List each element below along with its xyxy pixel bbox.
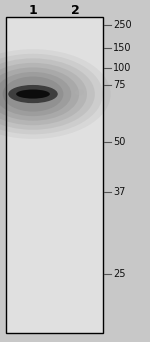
Text: 100: 100 — [113, 63, 132, 74]
Ellipse shape — [0, 58, 95, 130]
Bar — [6, 17, 103, 333]
Text: 150: 150 — [113, 43, 132, 53]
Text: 50: 50 — [113, 137, 126, 147]
Ellipse shape — [0, 54, 103, 134]
Ellipse shape — [0, 72, 71, 116]
Text: 25: 25 — [113, 268, 126, 279]
Ellipse shape — [0, 67, 79, 121]
Ellipse shape — [75, 89, 84, 95]
Ellipse shape — [0, 63, 87, 125]
Text: 2: 2 — [71, 4, 79, 17]
Text: 250: 250 — [113, 19, 132, 30]
Ellipse shape — [8, 85, 58, 103]
Text: 75: 75 — [113, 80, 126, 90]
Text: 37: 37 — [113, 186, 126, 197]
Ellipse shape — [16, 90, 50, 98]
Ellipse shape — [3, 77, 63, 111]
Text: 1: 1 — [29, 4, 37, 17]
